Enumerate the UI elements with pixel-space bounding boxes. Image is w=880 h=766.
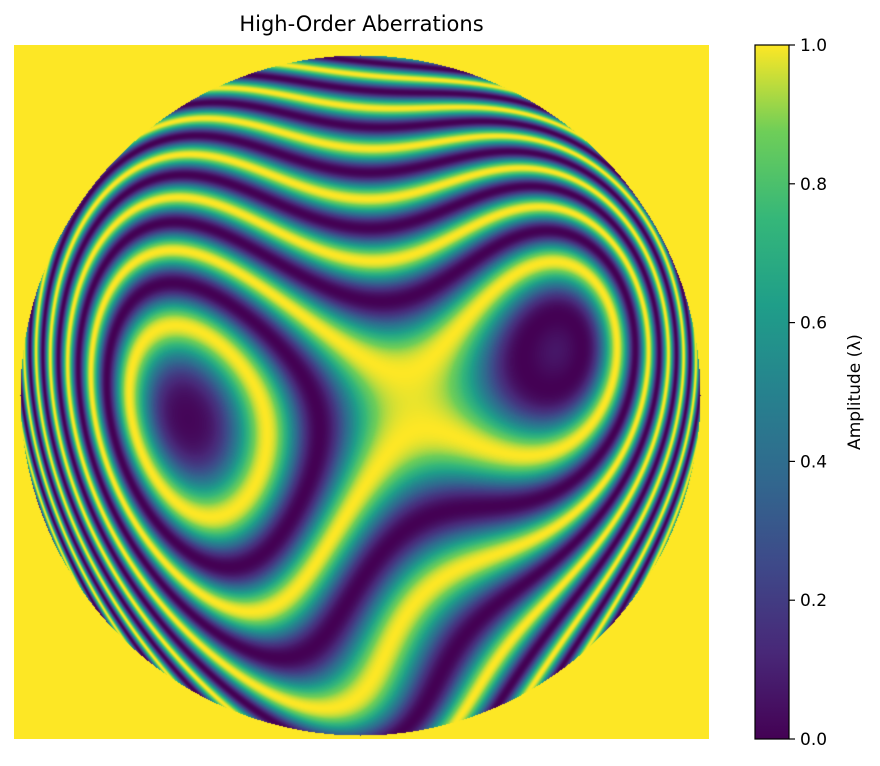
colorbar-tick-label: 1.0 [800, 36, 827, 56]
colorbar-gradient [754, 44, 790, 740]
chart-title: High-Order Aberrations [239, 12, 484, 36]
colorbar-ticks: 0.0 0.2 0.4 0.6 0.8 1.0 [789, 36, 827, 750]
colorbar-tick-label: 0.8 [800, 175, 827, 195]
aberration-heatmap [14, 45, 709, 739]
colorbar-tick-label: 0.4 [800, 452, 827, 472]
colorbar-label: Amplitude (λ) [845, 334, 865, 450]
colorbar-tick-label: 0.6 [800, 314, 827, 334]
colorbar-tick-label: 0.2 [800, 591, 827, 611]
colorbar-tick-label: 0.0 [800, 730, 827, 750]
colorbar: 0.0 0.2 0.4 0.6 0.8 1.0 Amplitude (λ) [754, 36, 865, 750]
